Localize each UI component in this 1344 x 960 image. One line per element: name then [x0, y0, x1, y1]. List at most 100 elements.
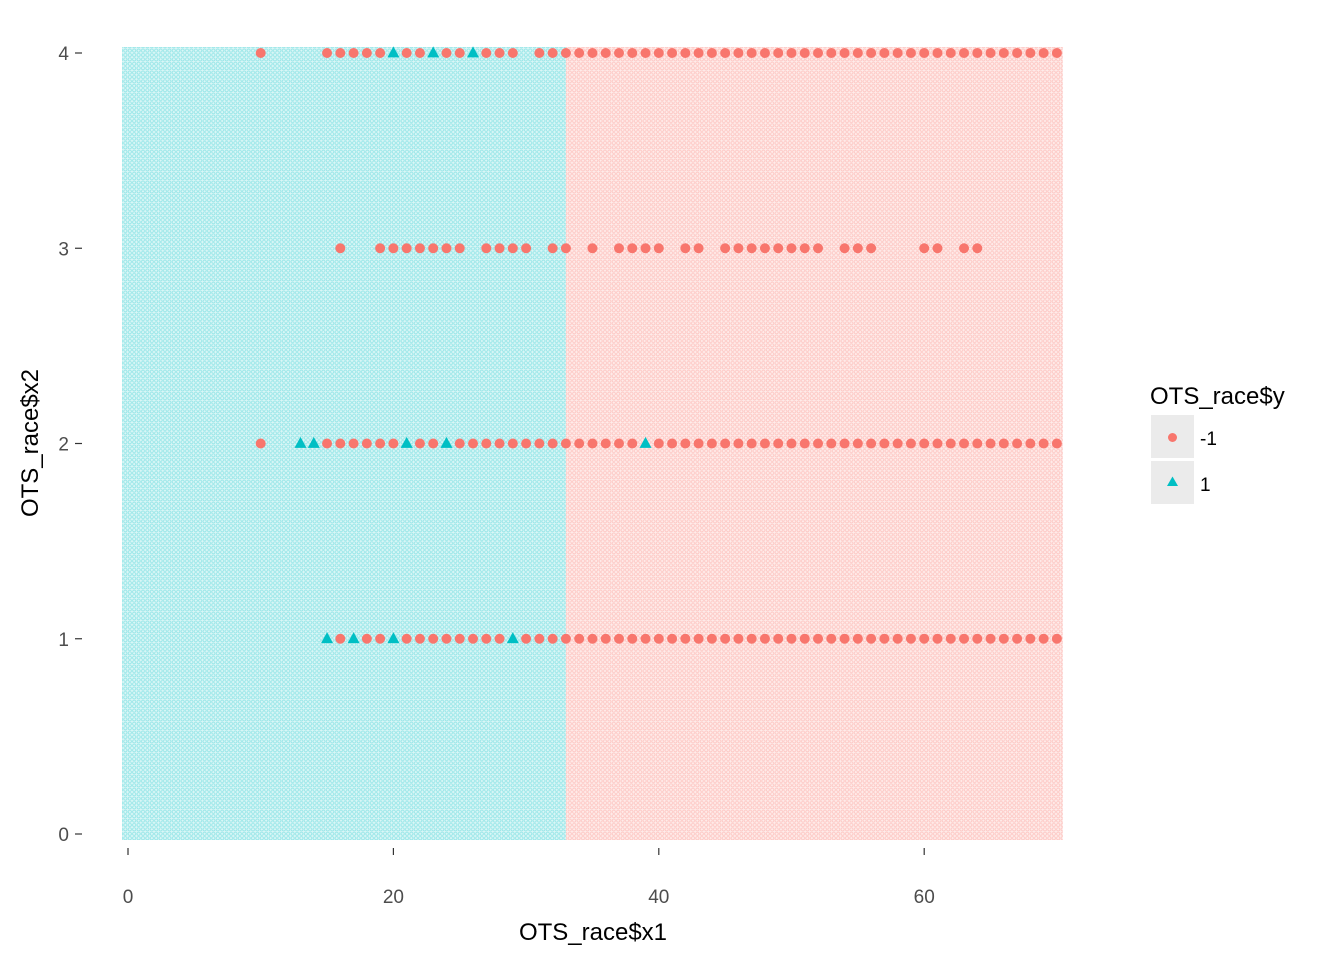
point-class-neg1	[1025, 438, 1036, 449]
point-class-neg1	[441, 243, 452, 254]
point-class-neg1	[706, 438, 717, 449]
point-class-neg1	[361, 438, 372, 449]
point-class-neg1	[746, 438, 757, 449]
point-class-neg1	[1038, 633, 1049, 644]
point-class-neg1	[494, 243, 505, 254]
point-class-neg1	[414, 243, 425, 254]
point-class-neg1	[919, 633, 930, 644]
point-class-neg1	[613, 633, 624, 644]
point-class-neg1	[335, 438, 346, 449]
point-class-neg1	[667, 633, 678, 644]
point-class-neg1	[759, 633, 770, 644]
point-class-neg1	[534, 438, 545, 449]
point-class-1	[387, 46, 400, 58]
legend-title: OTS_race$y	[1150, 383, 1285, 410]
point-class-neg1	[799, 243, 810, 254]
point-class-neg1	[414, 48, 425, 58]
point-class-neg1	[441, 48, 452, 58]
point-class-neg1	[375, 438, 386, 449]
point-class-neg1	[733, 48, 744, 58]
point-class-neg1	[813, 243, 824, 254]
point-class-neg1	[428, 243, 439, 254]
point-class-neg1	[680, 243, 691, 254]
point-class-neg1	[839, 243, 850, 254]
point-class-neg1	[959, 48, 970, 58]
legend-key-triangle	[1167, 476, 1178, 486]
point-class-neg1	[521, 438, 532, 449]
point-class-neg1	[985, 48, 996, 58]
point-class-neg1	[959, 633, 970, 644]
point-class-neg1	[481, 48, 492, 58]
point-class-neg1	[680, 438, 691, 449]
point-class-neg1	[401, 48, 412, 58]
y-tick-label: 4	[58, 44, 69, 65]
point-class-neg1	[985, 633, 996, 644]
point-class-neg1	[786, 243, 797, 254]
point-class-neg1	[521, 633, 532, 644]
point-class-neg1	[613, 438, 624, 449]
legend-label-1: 1	[1200, 475, 1211, 496]
point-class-neg1	[521, 243, 532, 254]
point-class-neg1	[773, 48, 784, 58]
point-class-neg1	[255, 48, 266, 58]
point-class-neg1	[454, 633, 465, 644]
point-class-neg1	[560, 633, 571, 644]
point-class-neg1	[653, 48, 664, 58]
point-class-neg1	[507, 48, 518, 58]
point-class-neg1	[746, 48, 757, 58]
point-class-neg1	[627, 633, 638, 644]
point-class-neg1	[773, 243, 784, 254]
point-class-neg1	[972, 633, 983, 644]
point-class-neg1	[1012, 633, 1023, 644]
point-class-neg1	[653, 243, 664, 254]
point-class-neg1	[852, 48, 863, 58]
point-class-neg1	[866, 243, 877, 254]
point-class-neg1	[706, 48, 717, 58]
point-class-neg1	[972, 243, 983, 254]
point-class-neg1	[653, 438, 664, 449]
point-class-neg1	[759, 438, 770, 449]
point-class-neg1	[866, 48, 877, 58]
point-class-neg1	[998, 438, 1009, 449]
point-class-neg1	[733, 438, 744, 449]
point-class-1	[440, 436, 453, 448]
point-class-neg1	[693, 438, 704, 449]
point-class-neg1	[1012, 438, 1023, 449]
point-class-neg1	[773, 633, 784, 644]
point-class-neg1	[587, 438, 598, 449]
point-class-neg1	[733, 243, 744, 254]
point-class-neg1	[998, 48, 1009, 58]
point-class-neg1	[401, 243, 412, 254]
point-class-neg1	[1025, 633, 1036, 644]
point-class-neg1	[852, 243, 863, 254]
point-class-neg1	[348, 438, 359, 449]
point-class-neg1	[932, 243, 943, 254]
point-class-neg1	[401, 633, 412, 644]
x-tick-label: 40	[648, 887, 669, 908]
point-class-neg1	[560, 243, 571, 254]
point-class-neg1	[799, 633, 810, 644]
point-class-neg1	[613, 48, 624, 58]
point-class-neg1	[879, 438, 890, 449]
point-class-neg1	[587, 48, 598, 58]
point-class-neg1	[866, 438, 877, 449]
point-class-1	[427, 46, 440, 58]
point-class-neg1	[799, 48, 810, 58]
point-class-neg1	[361, 633, 372, 644]
point-class-neg1	[959, 438, 970, 449]
point-class-neg1	[720, 633, 731, 644]
point-class-neg1	[799, 438, 810, 449]
point-class-neg1	[813, 633, 824, 644]
point-class-neg1	[600, 48, 611, 58]
point-class-neg1	[600, 438, 611, 449]
point-class-neg1	[892, 633, 903, 644]
point-class-neg1	[839, 48, 850, 58]
point-class-neg1	[879, 633, 890, 644]
point-class-neg1	[1051, 48, 1062, 58]
y-tick-label: 2	[58, 435, 69, 456]
point-class-1	[307, 436, 320, 448]
point-class-neg1	[1051, 633, 1062, 644]
point-class-neg1	[494, 48, 505, 58]
point-class-neg1	[998, 633, 1009, 644]
